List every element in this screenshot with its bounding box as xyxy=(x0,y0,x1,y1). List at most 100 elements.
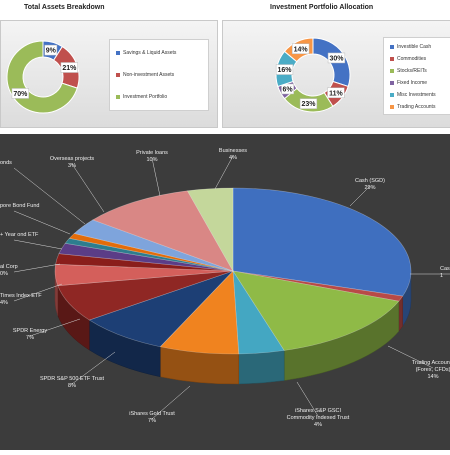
pie-label-cash: Cash1 xyxy=(410,266,450,279)
legend-item-commodities: Commodities xyxy=(390,56,426,62)
legend-swatch xyxy=(116,73,120,77)
pie-slice-ishares-s-p-gsci-commodity-indexed-trust xyxy=(232,270,285,355)
pie-label-businesses: Businesses 4% xyxy=(214,148,247,190)
pie-label-al-corp: al Corp 0% xyxy=(0,263,61,277)
svg-text:16%: 16% xyxy=(278,67,293,74)
pie-label-year-ond-etf: + Year ond ETF xyxy=(0,232,63,250)
data-label-fixed-income: 6% xyxy=(281,83,294,95)
portfolio-allocation-legend: Investible Cash Commodities Stocks/REITs Fi… xyxy=(383,37,450,115)
legend-swatch xyxy=(390,81,394,85)
legend-swatch xyxy=(116,51,120,55)
pie-slice-spdr-s-p-500-etf-trust xyxy=(88,270,234,348)
svg-text:30%: 30% xyxy=(329,56,344,63)
legend-label: Investment Portfolio xyxy=(123,94,168,100)
legend-swatch xyxy=(390,105,394,109)
data-label-non-investment-assets: 21% xyxy=(60,62,78,73)
legend-label: Misc Investments xyxy=(397,92,436,98)
svg-text:70%: 70% xyxy=(13,91,28,98)
pie-slice-businesses xyxy=(186,187,234,273)
svg-text:11%: 11% xyxy=(329,90,343,97)
pie-slice-year-ond-etf xyxy=(58,242,234,272)
pie-label-spdr-energy: SPDR Energy 7% xyxy=(13,318,81,341)
data-label-investment-portfolio: 70% xyxy=(11,88,29,99)
legend-label: Investible Cash xyxy=(397,44,432,50)
legend-label: Savings & Liquid Assets xyxy=(123,50,177,56)
portfolio-detail-3d-pie: Cash (SGD)29% Cash1 Trading Accounts(Forex… xyxy=(0,148,450,428)
legend-item-fixed-income: Fixed Income xyxy=(390,80,427,86)
portfolio-allocation-donut: 30% 11% 23% 6% 16% 14% xyxy=(275,37,351,113)
legend-item-misc-investments: Misc Investments xyxy=(390,92,436,98)
legend-swatch xyxy=(390,45,394,49)
pie-label-onds: onds xyxy=(0,160,86,225)
pie-slice-pore-bond-fund xyxy=(64,237,234,272)
legend-swatch xyxy=(116,95,120,99)
total-assets-legend: Savings & Liquid Assets Non-investment As… xyxy=(109,39,209,111)
data-label-trading-accounts: 14% xyxy=(292,43,310,55)
data-label-investible-cash: 30% xyxy=(327,52,346,64)
svg-text:9%: 9% xyxy=(46,48,57,55)
total-assets-chart: 9% 21% 70% Savings & Liquid Assets Non-inve… xyxy=(0,20,218,128)
pie-slice-trading-accounts-forex-cfds xyxy=(232,270,400,351)
pie-label-spdr-s-p-500-etf-trust: SPDR S&P 500 ETF Trust 8% xyxy=(40,351,116,389)
legend-swatch xyxy=(390,69,394,73)
pie-label-private-loans: Private loans 10% xyxy=(136,150,168,197)
legend-item-trading-accounts: Trading Accounts xyxy=(390,104,435,110)
svg-text:14%: 14% xyxy=(294,46,309,53)
legend-label: Commodities xyxy=(397,56,427,62)
legend-item-stocks-reits: Stocks/REITs xyxy=(390,68,427,74)
legend-item-non-investment-assets: Non-investment Assets xyxy=(116,72,174,78)
svg-text:Cash (SGD)29%: Cash (SGD) 29% xyxy=(355,178,385,191)
data-label-misc-investments: 16% xyxy=(275,64,294,75)
svg-text:onds: onds xyxy=(0,160,12,166)
portfolio-allocation-chart: 30% 11% 23% 6% 16% 14% Investible Cash Commodi… xyxy=(222,20,450,128)
pie-labels: Cash (SGD)29% Cash1 Trading Accounts(Forex… xyxy=(0,148,450,428)
pie-label-ishares-gold-trust: iShares Gold Trust 7% xyxy=(129,385,191,424)
pie-slice-cash xyxy=(232,270,404,302)
total-assets-donut: 9% 21% 70% xyxy=(6,40,80,114)
pie-label-times-index-etf: Times Index ETF 4% xyxy=(0,283,63,306)
legend-item-investment-portfolio: Investment Portfolio xyxy=(116,94,167,100)
legend-swatch xyxy=(390,93,394,97)
legend-item-savings-liquid-assets: Savings & Liquid Assets xyxy=(116,50,176,56)
pie-slice-al-corp xyxy=(55,253,234,272)
portfolio-detail-3d-pie-chart: Cash (SGD)29% Cash1 Trading Accounts(Forex… xyxy=(0,134,450,450)
pie-slice-spdr-energy xyxy=(57,270,234,321)
pie-label-trading-accounts-forex-cfds: Trading Accounts (Forex, CFDs) 14% xyxy=(387,345,450,380)
pie-label-pore-bond-fund: pore Bond Fund xyxy=(0,203,71,235)
legend-label: Stocks/REITs xyxy=(397,68,427,74)
pie-side-ishares-s-p-gsci-commodity-indexed-trust xyxy=(238,350,285,385)
chart-title-total-assets: Total Assets Breakdown xyxy=(24,4,105,11)
svg-text:23%: 23% xyxy=(301,101,316,108)
svg-text:+ Year ond ETF: + Year ond ETF xyxy=(0,232,39,238)
pie-slice-cash-sgd xyxy=(232,187,412,297)
data-label-stocks-reits: 23% xyxy=(299,98,318,109)
pie-label-cash-sgd: Cash (SGD) 29% xyxy=(349,178,385,207)
pie-label-overseas-projects: Overseas projects 3% xyxy=(50,156,105,213)
pie-slice-overseas-projects xyxy=(73,219,234,272)
pie-label-ishares-s-p-gsci-commodity-indexed-trust: iShares S&P GSCI Commodity Indexed Trust 4… xyxy=(287,381,350,428)
pie-side-cash xyxy=(398,295,403,332)
svg-text:6%: 6% xyxy=(283,87,294,94)
svg-text:Trading Accounts(Forex, CFDs)1: Trading Accounts (Forex, CFDs) 14% xyxy=(412,360,450,380)
legend-swatch xyxy=(390,57,394,61)
legend-label: Non-investment Assets xyxy=(123,72,175,78)
pie-side-walls xyxy=(54,270,412,385)
pie-slice-ishares-gold-trust xyxy=(159,270,240,355)
svg-text:Cash1: Cash1 xyxy=(440,266,450,279)
svg-text:21%: 21% xyxy=(62,65,77,72)
legend-label: Trading Accounts xyxy=(397,104,436,110)
svg-text:pore Bond Fund: pore Bond Fund xyxy=(0,203,39,209)
legend-label: Fixed Income xyxy=(397,80,428,86)
data-label-commodities: 11% xyxy=(327,87,345,99)
pie-slice-private-loans xyxy=(92,190,234,272)
pie-slice-onds xyxy=(68,233,234,272)
legend-item-investible-cash: Investible Cash xyxy=(390,44,431,50)
